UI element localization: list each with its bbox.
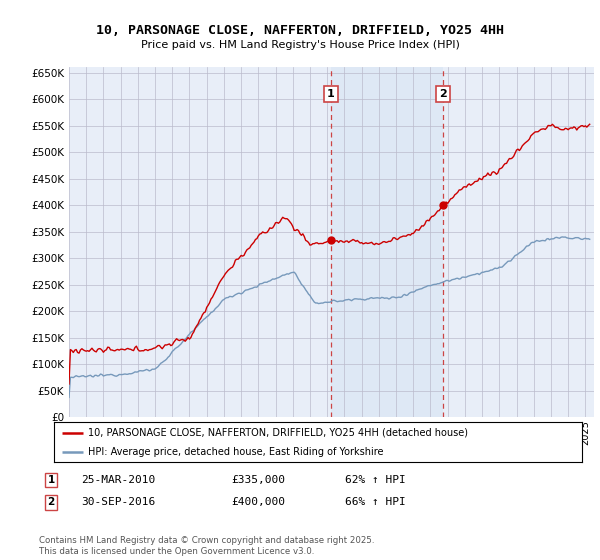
Text: Contains HM Land Registry data © Crown copyright and database right 2025.
This d: Contains HM Land Registry data © Crown c… <box>39 536 374 556</box>
Text: 25-MAR-2010: 25-MAR-2010 <box>81 475 155 485</box>
Text: 1: 1 <box>47 475 55 485</box>
Text: 1: 1 <box>327 88 335 99</box>
Text: 66% ↑ HPI: 66% ↑ HPI <box>345 497 406 507</box>
Text: 10, PARSONAGE CLOSE, NAFFERTON, DRIFFIELD, YO25 4HH: 10, PARSONAGE CLOSE, NAFFERTON, DRIFFIEL… <box>96 24 504 38</box>
Text: 2: 2 <box>47 497 55 507</box>
Text: 30-SEP-2016: 30-SEP-2016 <box>81 497 155 507</box>
Text: 10, PARSONAGE CLOSE, NAFFERTON, DRIFFIELD, YO25 4HH (detached house): 10, PARSONAGE CLOSE, NAFFERTON, DRIFFIEL… <box>88 428 469 438</box>
Text: 2: 2 <box>440 88 447 99</box>
Text: £400,000: £400,000 <box>231 497 285 507</box>
Text: £335,000: £335,000 <box>231 475 285 485</box>
Text: Price paid vs. HM Land Registry's House Price Index (HPI): Price paid vs. HM Land Registry's House … <box>140 40 460 50</box>
Text: HPI: Average price, detached house, East Riding of Yorkshire: HPI: Average price, detached house, East… <box>88 447 384 458</box>
Bar <box>331 67 443 417</box>
Text: 62% ↑ HPI: 62% ↑ HPI <box>345 475 406 485</box>
